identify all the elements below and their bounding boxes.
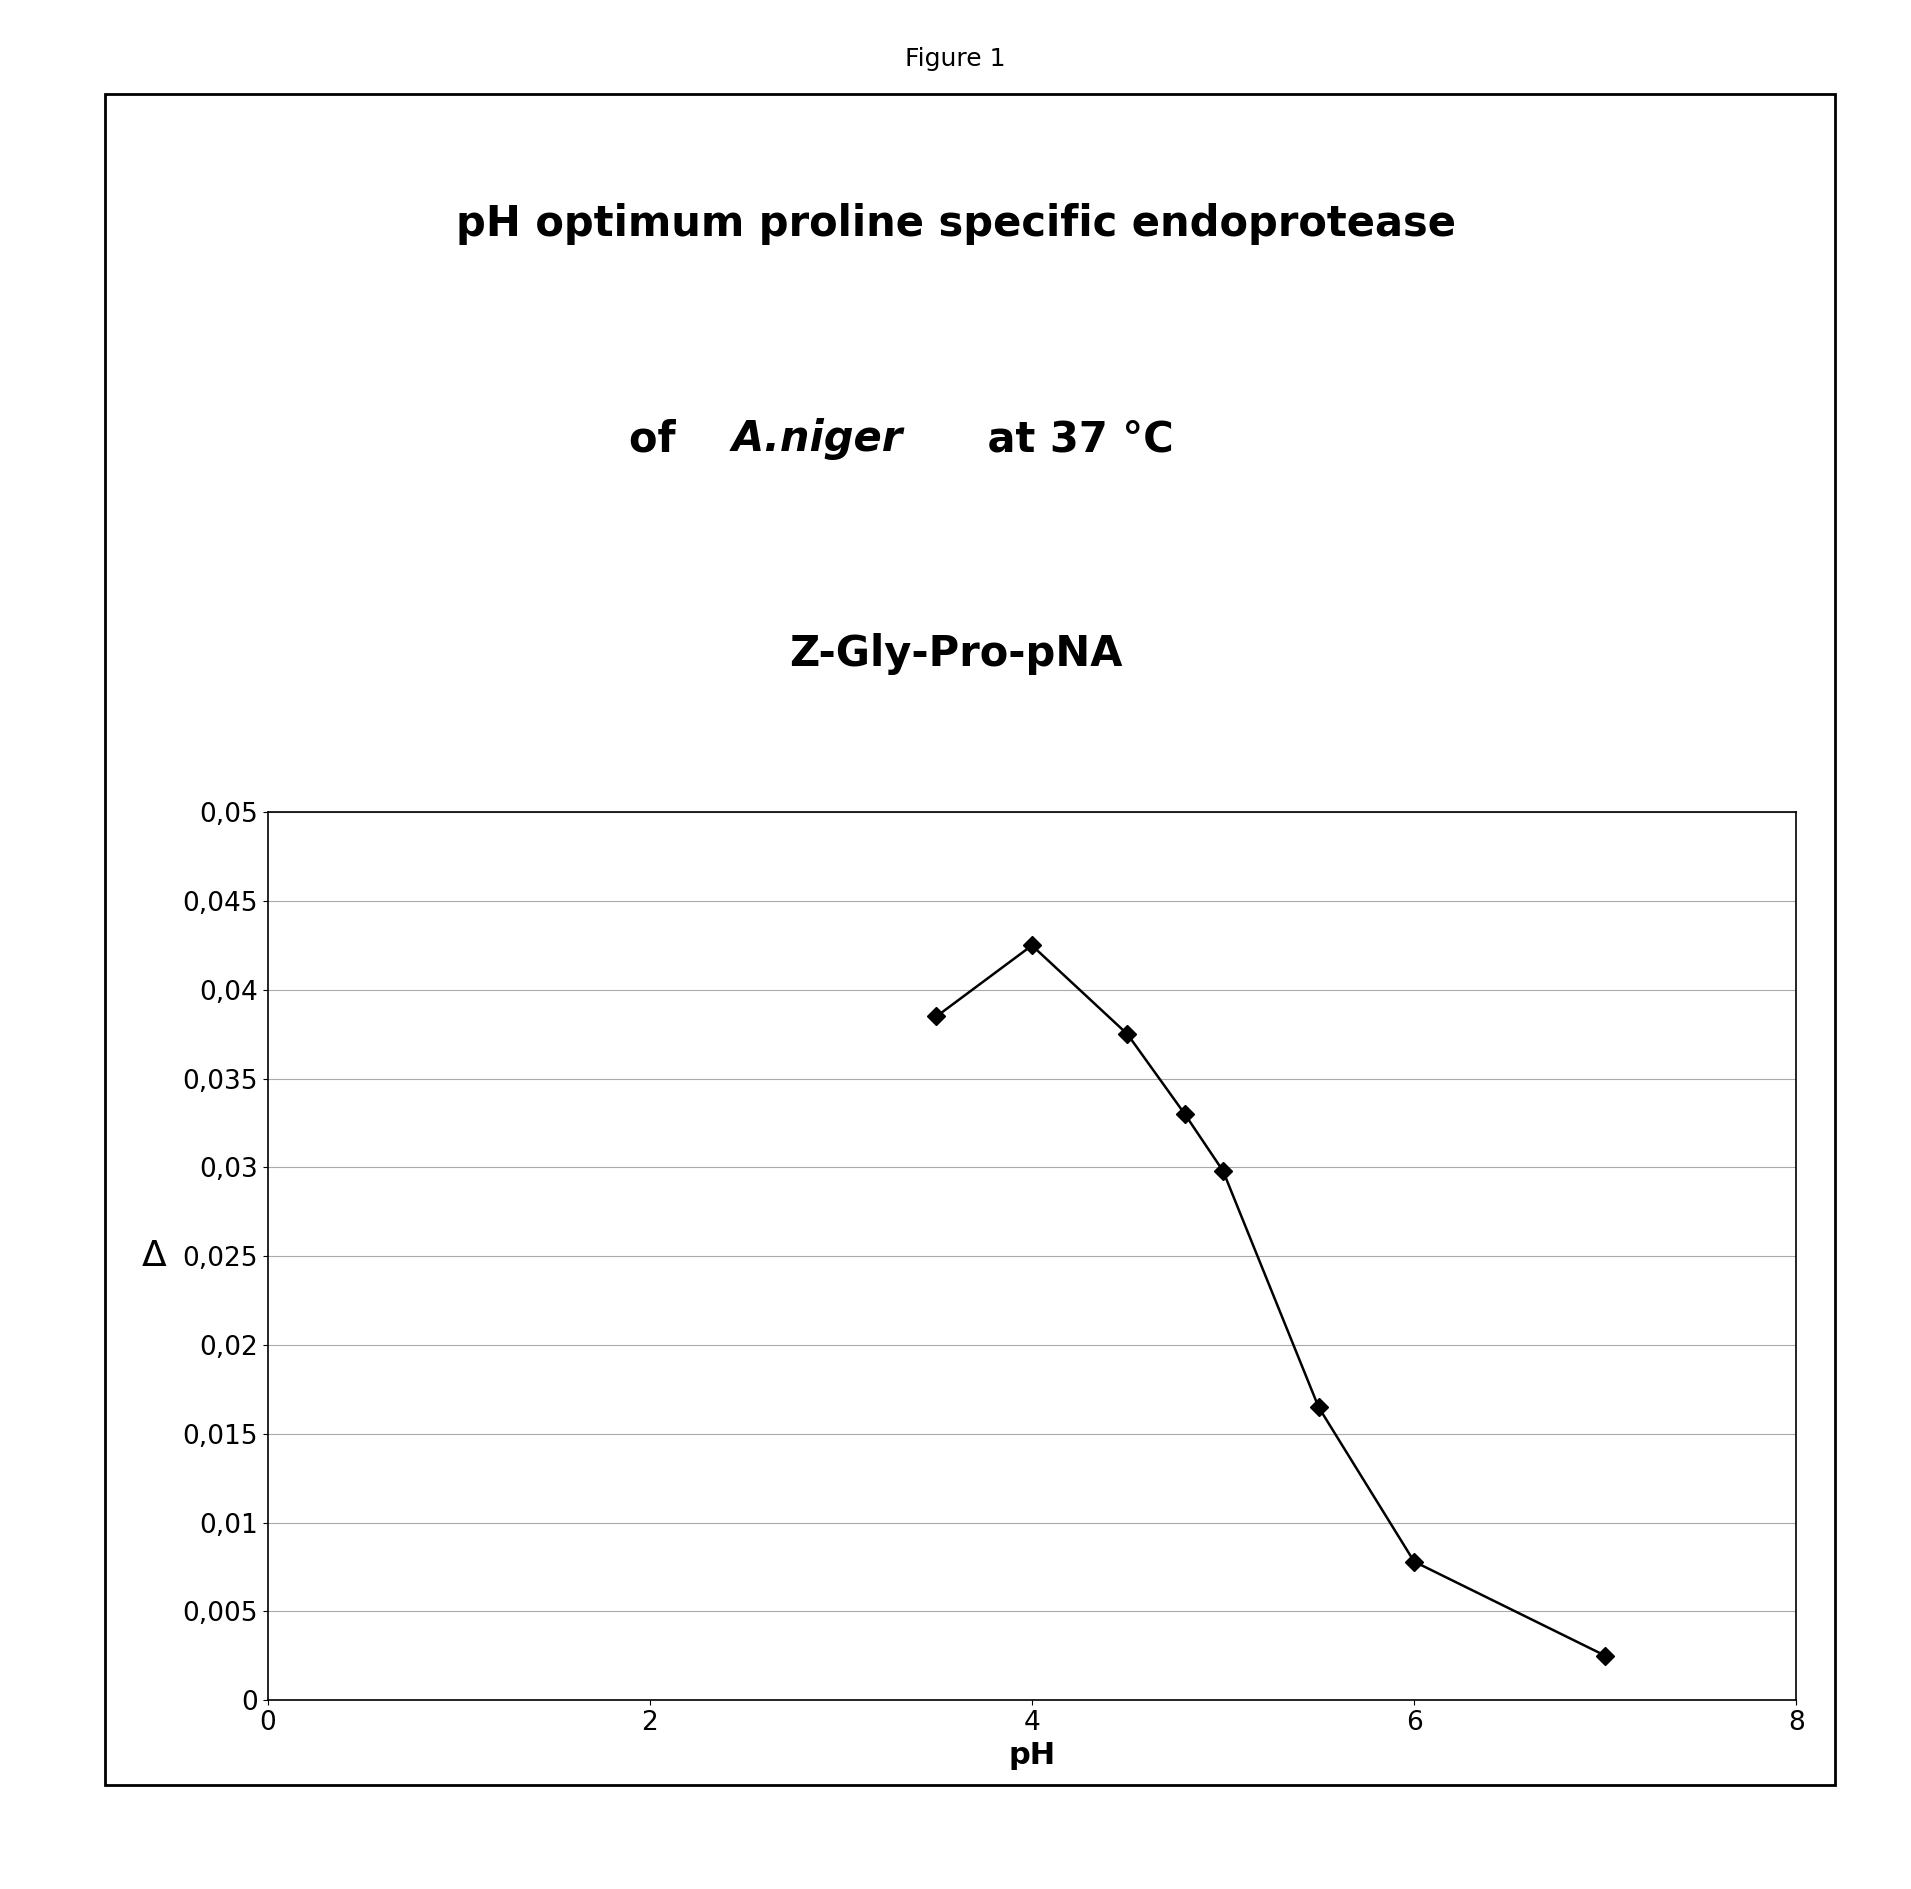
Text: at 37 °C: at 37 °C (973, 417, 1173, 461)
Text: pH optimum proline specific endoprotease: pH optimum proline specific endoprotease (455, 202, 1456, 246)
Y-axis label: Δ: Δ (141, 1239, 166, 1273)
X-axis label: pH: pH (1009, 1742, 1055, 1770)
Text: Figure 1: Figure 1 (906, 47, 1005, 72)
Text: of: of (629, 417, 690, 461)
Text: Z-Gly-Pro-pNA: Z-Gly-Pro-pNA (789, 633, 1122, 676)
Text: A.niger: A.niger (732, 417, 904, 461)
